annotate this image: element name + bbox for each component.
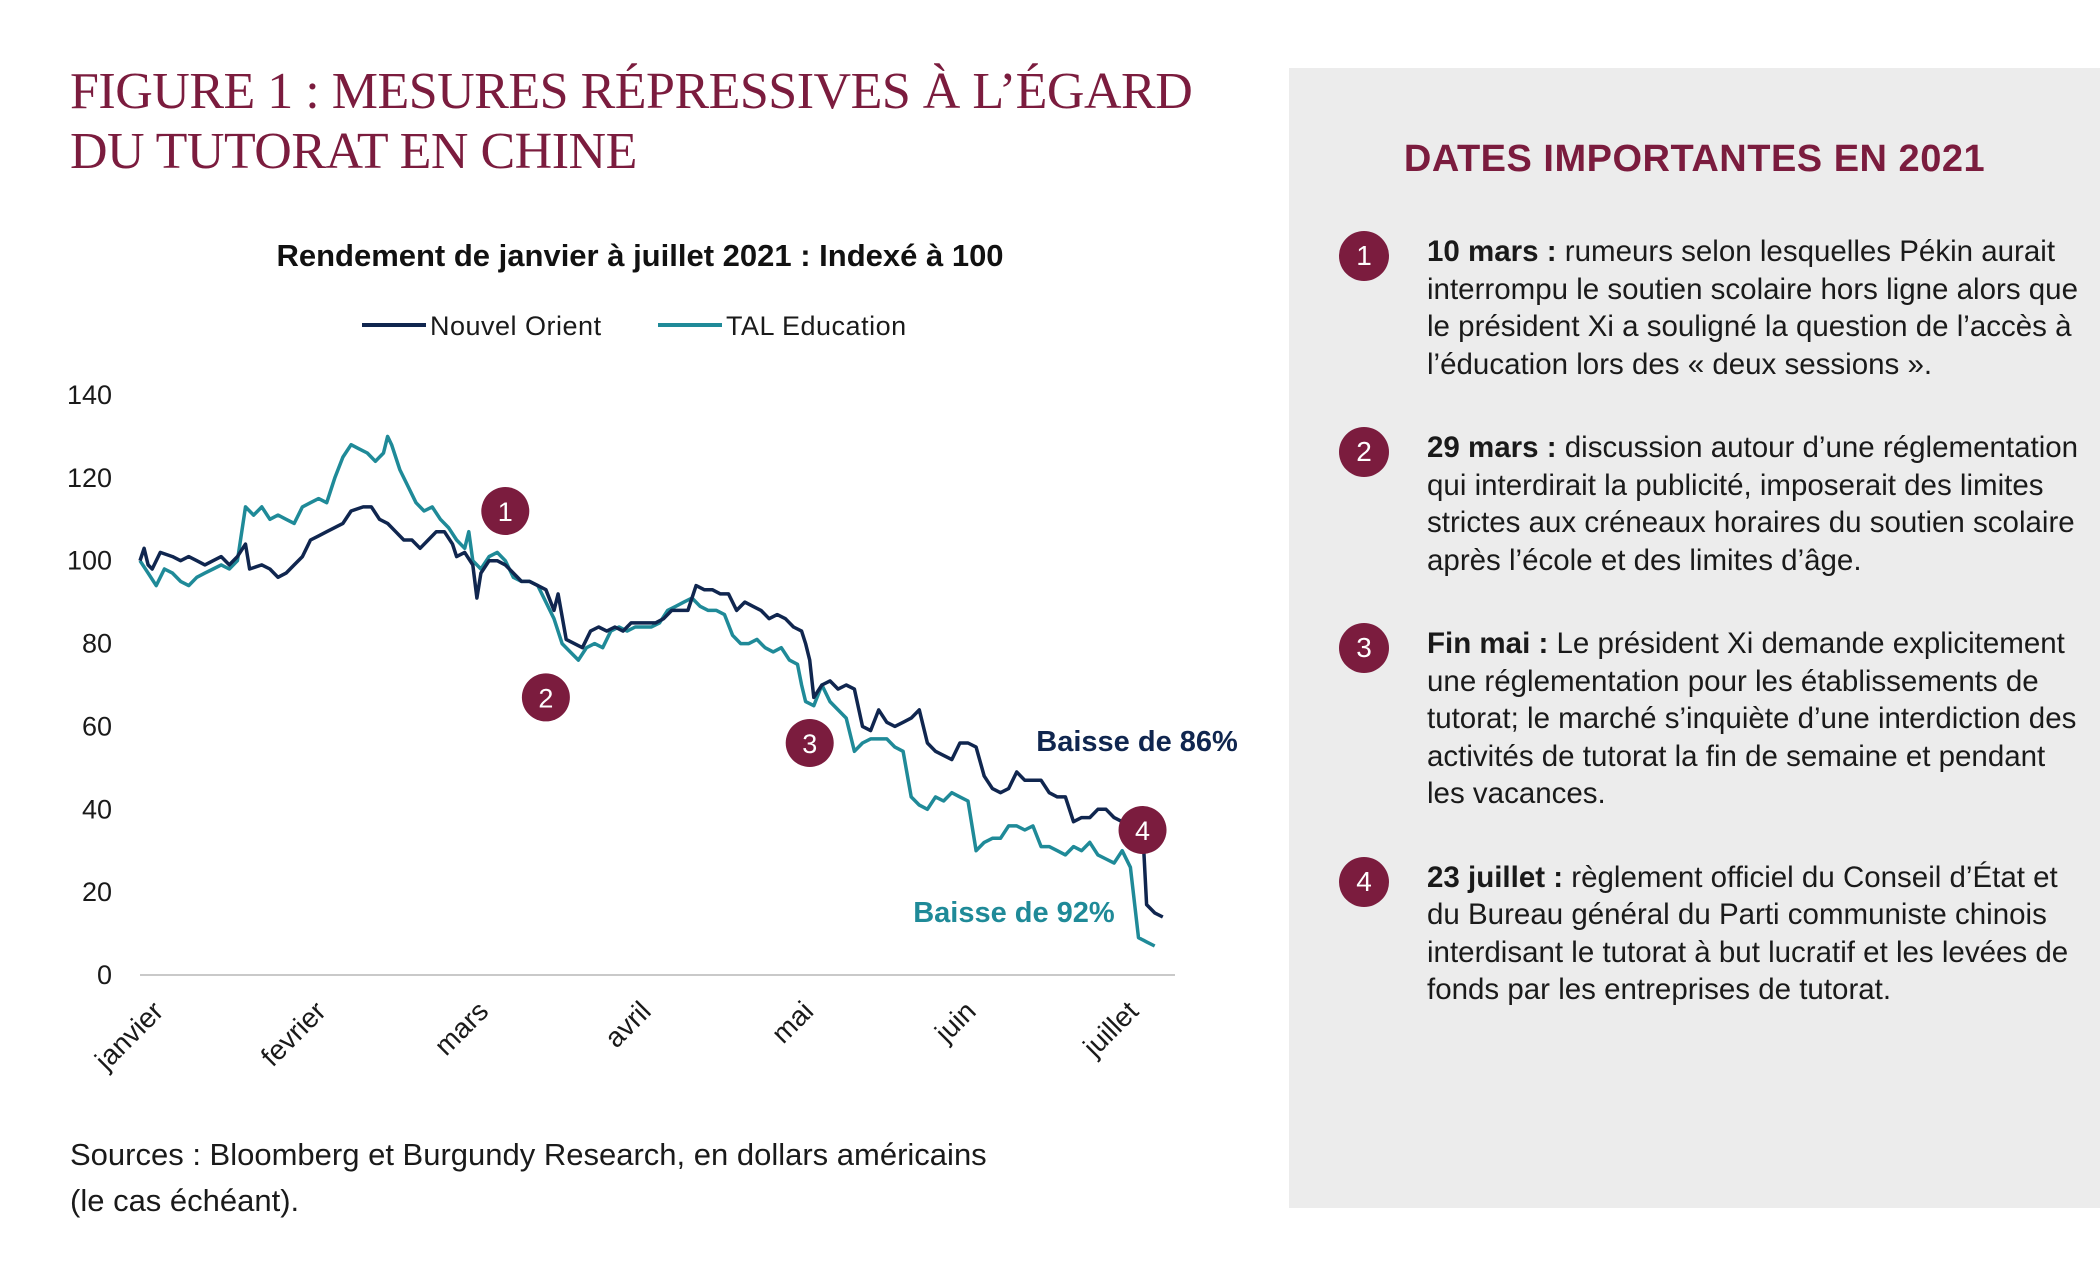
x-tick-label: janvier	[88, 995, 169, 1076]
x-tick-label: mai	[765, 995, 819, 1049]
figure-title-line2: DU TUTORAT EN CHINE	[70, 123, 637, 180]
y-tick-label: 100	[67, 546, 112, 576]
x-tick-label: mars	[428, 995, 494, 1061]
event-item: 4 23 juillet : règlement officiel du Con…	[1339, 856, 2079, 1009]
event-date: Fin mai :	[1427, 627, 1549, 660]
annotation-label: Baisse de 86%	[1036, 726, 1238, 758]
key-dates-panel: DATES IMPORTANTES EN 2021 1 10 mars : ru…	[1289, 68, 2100, 1208]
chart-title: Rendement de janvier à juillet 2021 : In…	[276, 238, 1003, 273]
y-tick-label: 80	[82, 629, 112, 659]
event-number-badge: 4	[1339, 856, 1389, 907]
event-marker	[521, 673, 570, 722]
event-description: règlement officiel du Conseil d’État et …	[1427, 860, 2069, 1007]
y-tick-label: 120	[67, 463, 112, 493]
y-tick-label: 140	[67, 380, 112, 410]
x-tick-label: fevrier	[255, 995, 332, 1072]
event-marker-label: 2	[538, 683, 553, 713]
event-item: 1 10 mars : rumeurs selon lesquelles Pék…	[1339, 231, 2079, 383]
event-number-badge: 2	[1339, 427, 1389, 477]
event-marker-label: 3	[802, 729, 817, 759]
event-item: 3 Fin mai : Le président Xi demande expl…	[1339, 623, 2079, 813]
sources-line1: Sources : Bloomberg et Burgundy Research…	[70, 1137, 987, 1172]
panel-title: DATES IMPORTANTES EN 2021	[1403, 138, 1986, 180]
event-date: 23 juillet :	[1427, 860, 1564, 894]
event-description: rumeurs selon lesquelles Pékin aurait in…	[1427, 235, 2078, 381]
event-marker	[785, 719, 834, 767]
y-tick-label: 40	[82, 794, 112, 824]
event-description: Le président Xi demande explicitement un…	[1427, 627, 2077, 810]
chart-area: Rendement de janvier à juillet 2021 : In…	[0, 220, 1280, 1120]
legend-label: TAL Education	[726, 311, 907, 341]
event-description: discussion autour d’une réglementation q…	[1427, 431, 2079, 577]
x-tick-label: juin	[928, 995, 981, 1048]
series-line-nouvel-orient	[138, 505, 1164, 919]
x-tick-label: juillet	[1076, 995, 1144, 1063]
event-item: 2 29 mars : discussion autour d’une régl…	[1339, 427, 2079, 579]
legend-label: Nouvel Orient	[430, 311, 602, 341]
figure-title-line1: FIGURE 1 : MESURES RÉPRESSIVES À L’ÉGARD	[70, 63, 1193, 120]
y-tick-label: 20	[82, 877, 112, 907]
series-line-tal-education	[138, 434, 1156, 948]
event-marker	[481, 487, 530, 535]
event-date: 29 mars :	[1427, 431, 1557, 464]
event-number-badge: 1	[1339, 231, 1389, 281]
event-number-badge: 3	[1339, 623, 1389, 673]
line-chart: Rendement de janvier à juillet 2021 : In…	[67, 238, 1238, 1076]
event-marker-label: 4	[1135, 816, 1150, 846]
event-marker-label: 1	[498, 497, 513, 527]
x-tick-label: avril	[599, 995, 657, 1053]
sources-note: Sources : Bloomberg et Burgundy Research…	[70, 1132, 1270, 1224]
event-date: 10 mars :	[1427, 235, 1557, 268]
figure-title: FIGURE 1 : MESURES RÉPRESSIVES À L’ÉGARD…	[70, 62, 1270, 182]
event-list: 1 10 mars : rumeurs selon lesquelles Pék…	[1339, 231, 2079, 1055]
y-tick-label: 60	[82, 711, 112, 741]
y-tick-label: 0	[97, 960, 112, 990]
event-marker	[1118, 806, 1167, 854]
sources-line2: (le cas échéant).	[70, 1183, 300, 1218]
annotation-label: Baisse de 92%	[913, 897, 1115, 929]
